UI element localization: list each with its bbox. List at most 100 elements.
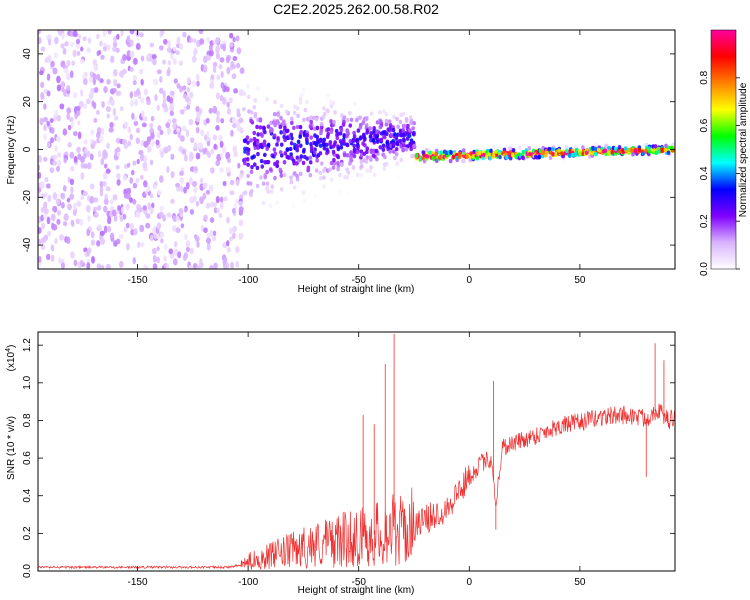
spectrogram-cell [178, 207, 184, 214]
spectrogram-cell [96, 240, 101, 247]
spectrogram-cell [70, 166, 75, 172]
spectrogram-cell [331, 144, 336, 149]
spectrogram-cell [243, 190, 248, 195]
spectrogram-cell [56, 84, 62, 92]
spectrogram-cell [99, 40, 103, 47]
spectrogram-cell [171, 118, 177, 124]
spectrogram-cell [86, 47, 91, 53]
spectrogram-cell [192, 49, 198, 57]
spectrogram-cell [269, 120, 273, 126]
spectrogram-cell [232, 123, 237, 129]
spectrogram-cell [282, 159, 287, 165]
spectrogram-cell [162, 59, 166, 65]
spectrogram-cell [249, 110, 254, 115]
spectrogram-cell [305, 156, 309, 161]
spectrogram-cell [203, 227, 208, 234]
spectrogram-cell [106, 225, 112, 233]
x-tick-label: 0 [467, 577, 473, 588]
spectrogram-cell [108, 127, 114, 133]
spectrogram-cell [43, 124, 47, 132]
spectrogram-cell [60, 262, 66, 269]
spectrogram-cell [279, 115, 283, 121]
spectrogram-cell [394, 135, 399, 141]
spectrogram-cell [142, 116, 148, 122]
spectrogram-cell [96, 109, 100, 116]
spectrogram-cell [322, 106, 326, 111]
spectrogram-cell [412, 144, 417, 149]
spectrogram-cell [394, 152, 399, 157]
spectrogram-cell [285, 147, 290, 152]
spectrogram-cell [328, 141, 332, 147]
spectrogram-cell [346, 170, 351, 175]
spectrogram-cell [557, 148, 561, 153]
spectrogram-cell [65, 73, 71, 81]
spectrogram-cell [158, 87, 164, 94]
spectrogram-cell [120, 206, 125, 214]
spectrogram-cell [259, 142, 263, 148]
spectrogram-cell [145, 222, 151, 229]
spectrogram-cell [56, 75, 61, 84]
spectrogram-cell [369, 165, 373, 170]
spectrogram-cell [97, 224, 102, 232]
snr-y-ticks: 0.0 0.2 0.4 0.6 0.8 1.0 1.2 [22, 338, 675, 578]
spectrogram-cell [153, 184, 157, 190]
spectrogram-cell [333, 110, 337, 115]
spectrogram-cell [236, 47, 242, 55]
spectrogram-cell [179, 177, 184, 184]
spectrogram-cell [246, 151, 250, 156]
spectrogram-cell [39, 117, 44, 126]
spectrogram-cell [537, 155, 541, 160]
spectrogram-cell [359, 173, 364, 178]
spectrogram-cell [38, 256, 42, 263]
spectrogram-cell [363, 143, 367, 148]
spectrogram-cell [268, 203, 273, 209]
spectrogram-cell [176, 127, 181, 133]
spectrogram-cell [70, 42, 75, 47]
spectrogram-cell [125, 193, 131, 200]
spectrogram-cell [69, 151, 75, 159]
spectrogram-cell [248, 181, 253, 186]
spectrogram-cell [185, 181, 190, 190]
spectrogram-cell [372, 172, 377, 177]
spectrogram-cell [129, 66, 134, 72]
spectrogram-cell [90, 231, 95, 239]
spectrogram-cell [245, 157, 250, 162]
spectrogram-cell [188, 265, 193, 269]
spectrogram-cell [100, 238, 106, 245]
spectrogram-cell [378, 125, 383, 130]
spectrogram-cell [348, 138, 353, 144]
spectrogram-cell [371, 138, 376, 143]
spectrogram-cell [172, 57, 177, 66]
spectrogram-cell [438, 155, 443, 161]
spectrogram-cell [385, 131, 389, 137]
spectrogram-cell [162, 97, 167, 105]
spectrogram-cell [302, 198, 307, 203]
spectrogram-cell [573, 151, 578, 157]
snr-scale-suffix: ) [6, 345, 17, 348]
spectrogram-cell [293, 104, 297, 109]
spectrogram-cell [247, 109, 251, 114]
spectrogram-cell [641, 151, 646, 156]
spectrogram-cell [50, 60, 55, 68]
spectrogram-cell [322, 184, 326, 189]
spectrogram-cell [596, 147, 601, 153]
spectrogram-cell [394, 147, 399, 152]
spectrogram-cell [301, 87, 306, 93]
spectrogram-cell [278, 150, 283, 155]
spectrogram-cell [70, 219, 75, 226]
spectrogram-cell [308, 124, 313, 129]
spectrogram-cell [232, 207, 236, 214]
spectrogram-cell [208, 49, 214, 57]
spectrogram-cell [160, 238, 164, 244]
spectrogram-cell [275, 142, 279, 147]
spectrogram-cell [352, 130, 356, 136]
spectrogram-cell [227, 157, 231, 164]
spectrogram-cell [52, 205, 58, 213]
spectrogram-cell [222, 180, 227, 187]
spectrogram-cell [409, 146, 413, 152]
spectrogram-cell [139, 224, 145, 233]
spectrogram-cell [336, 146, 341, 152]
spectrogram-cell [185, 246, 191, 253]
spectrogram-cell [195, 74, 200, 81]
spectrogram-cell [156, 189, 162, 196]
